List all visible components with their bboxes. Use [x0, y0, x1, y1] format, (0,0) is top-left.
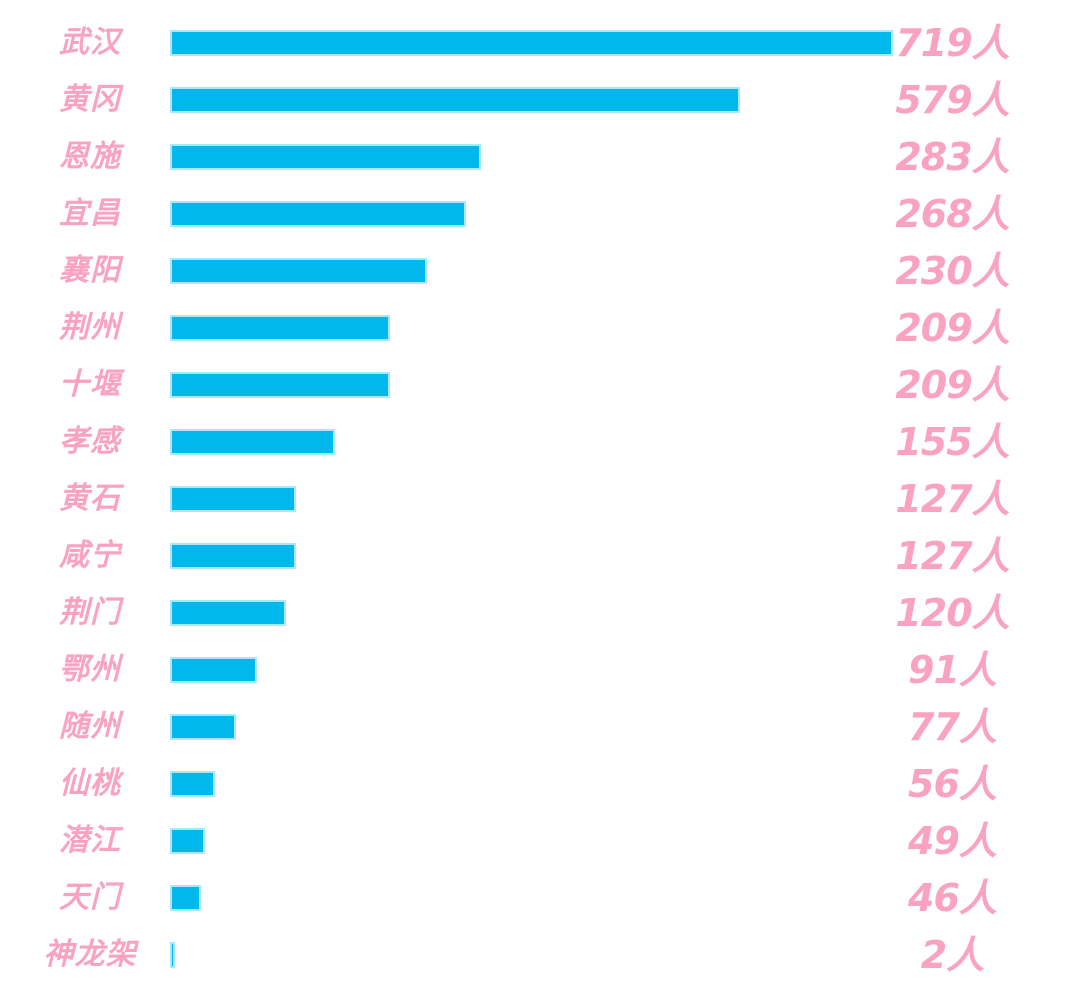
- horizontal-bar-chart: 武汉 719人 黄冈 579人 恩施 283人 宜昌 268人 襄阳 230人 荆州 209人 十堰 20…: [0, 14, 1080, 983]
- bar: [170, 656, 257, 683]
- category-label: 荆门: [59, 594, 121, 630]
- value-label: 209人: [895, 362, 1009, 407]
- category-label: 武汉: [59, 24, 121, 60]
- bar: [170, 86, 740, 113]
- chart-row: 潜江 49人: [0, 812, 1080, 869]
- value-label: 155人: [895, 419, 1009, 464]
- value-label: 49人: [908, 818, 997, 863]
- chart-row: 宜昌 268人: [0, 185, 1080, 242]
- chart-row: 武汉 719人: [0, 14, 1080, 71]
- value-label: 127人: [895, 476, 1009, 521]
- bar: [170, 827, 205, 854]
- bar: [170, 428, 335, 455]
- chart-row: 十堰 209人: [0, 356, 1080, 413]
- chart-row: 孝感 155人: [0, 413, 1080, 470]
- chart-row: 黄石 127人: [0, 470, 1080, 527]
- value-label: 719人: [895, 20, 1009, 65]
- chart-row: 鄂州 91人: [0, 641, 1080, 698]
- value-label: 127人: [895, 533, 1009, 578]
- category-label: 潜江: [59, 822, 121, 858]
- bar: [170, 542, 296, 569]
- bar: [170, 599, 286, 626]
- value-label: 268人: [895, 191, 1009, 236]
- bar: [170, 257, 427, 284]
- category-label: 鄂州: [59, 651, 121, 687]
- value-label: 2人: [920, 932, 984, 977]
- value-label: 56人: [908, 761, 997, 806]
- category-label: 十堰: [59, 366, 121, 402]
- value-label: 209人: [895, 305, 1009, 350]
- value-label: 77人: [908, 704, 997, 749]
- chart-row: 黄冈 579人: [0, 71, 1080, 128]
- bar: [170, 29, 893, 56]
- bar: [170, 713, 236, 740]
- value-label: 91人: [908, 647, 997, 692]
- chart-row: 荆州 209人: [0, 299, 1080, 356]
- bar: [170, 884, 201, 911]
- category-label: 恩施: [59, 138, 121, 174]
- chart-row: 襄阳 230人: [0, 242, 1080, 299]
- category-label: 黄石: [59, 480, 121, 516]
- category-label: 孝感: [59, 423, 121, 459]
- category-label: 黄冈: [59, 81, 121, 117]
- category-label: 随州: [59, 708, 121, 744]
- category-label: 仙桃: [59, 765, 121, 801]
- bar: [170, 485, 296, 512]
- chart-row: 天门 46人: [0, 869, 1080, 926]
- bar: [170, 143, 481, 170]
- chart-row: 咸宁 127人: [0, 527, 1080, 584]
- value-label: 230人: [895, 248, 1009, 293]
- category-label: 宜昌: [59, 195, 121, 231]
- chart-row: 恩施 283人: [0, 128, 1080, 185]
- category-label: 天门: [59, 879, 121, 915]
- value-label: 46人: [908, 875, 997, 920]
- chart-row: 仙桃 56人: [0, 755, 1080, 812]
- value-label: 579人: [895, 77, 1009, 122]
- chart-row: 荆门 120人: [0, 584, 1080, 641]
- bar: [170, 941, 175, 968]
- chart-row: 随州 77人: [0, 698, 1080, 755]
- value-label: 283人: [895, 134, 1009, 179]
- bar: [170, 371, 390, 398]
- category-label: 荆州: [59, 309, 121, 345]
- category-label: 襄阳: [59, 252, 121, 288]
- value-label: 120人: [895, 590, 1009, 635]
- bar: [170, 314, 390, 341]
- bar: [170, 770, 215, 797]
- chart-row: 神龙架 2人: [0, 926, 1080, 983]
- category-label: 神龙架: [43, 936, 137, 972]
- category-label: 咸宁: [59, 537, 121, 573]
- bar: [170, 200, 466, 227]
